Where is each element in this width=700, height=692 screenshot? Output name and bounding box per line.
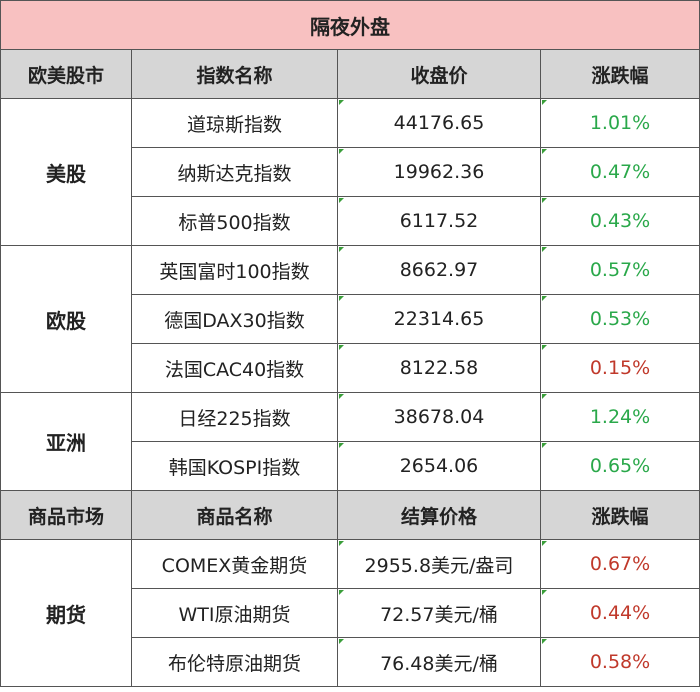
table-row: 纳斯达克指数 19962.36 0.47% [1, 147, 700, 197]
header-commodity-change: 涨跌幅 [540, 490, 700, 540]
header-index-name: 指数名称 [131, 49, 338, 99]
settlement-price: 2955.8美元/盎司 [337, 539, 541, 589]
change-value: 0.65% [540, 441, 700, 491]
index-name: 日经225指数 [131, 392, 338, 442]
index-header-row: 欧美股市 指数名称 收盘价 涨跌幅 [0, 49, 700, 99]
table-row: 韩国KOSPI指数 2654.06 0.65% [1, 441, 700, 491]
table-row: 亚洲 日经225指数 38678.04 1.24% [0, 392, 700, 491]
group-label-asia: 亚洲 [0, 392, 132, 491]
index-name: 韩国KOSPI指数 [131, 441, 338, 491]
index-name: 道琼斯指数 [131, 98, 338, 148]
close-price: 8122.58 [337, 343, 541, 393]
group-label-us: 美股 [0, 98, 132, 246]
commodity-header-row: 商品市场 商品名称 结算价格 涨跌幅 [0, 490, 700, 540]
table-row: 布伦特原油期货 76.48美元/桶 0.58% [1, 637, 700, 687]
table-row: 美股 道琼斯指数 44176.65 1.01% [0, 98, 700, 246]
close-price: 38678.04 [337, 392, 541, 442]
close-price: 19962.36 [337, 147, 541, 197]
commodity-name: 布伦特原油期货 [131, 637, 338, 687]
change-value: 0.44% [540, 588, 700, 638]
commodity-name: COMEX黄金期货 [131, 539, 338, 589]
table-row: WTI原油期货 72.57美元/桶 0.44% [1, 588, 700, 638]
change-value: 0.53% [540, 294, 700, 344]
change-value: 1.01% [540, 98, 700, 148]
change-value: 0.58% [540, 637, 700, 687]
index-name: 纳斯达克指数 [131, 147, 338, 197]
close-price: 22314.65 [337, 294, 541, 344]
table-row: 法国CAC40指数 8122.58 0.15% [1, 343, 700, 393]
header-commodity-name: 商品名称 [131, 490, 338, 540]
header-close-price: 收盘价 [337, 49, 541, 99]
change-value: 0.43% [540, 196, 700, 246]
title-row: 隔夜外盘 [0, 0, 700, 50]
change-value: 0.67% [540, 539, 700, 589]
header-settlement-price: 结算价格 [337, 490, 541, 540]
commodity-name: WTI原油期货 [131, 588, 338, 638]
table-title: 隔夜外盘 [0, 0, 700, 50]
table-row: 欧股 英国富时100指数 8662.97 0.57% [0, 245, 700, 393]
index-name: 法国CAC40指数 [131, 343, 338, 393]
close-price: 2654.06 [337, 441, 541, 491]
header-commodity-market: 商品市场 [0, 490, 132, 540]
settlement-price: 76.48美元/桶 [337, 637, 541, 687]
index-name: 标普500指数 [131, 196, 338, 246]
change-value: 0.47% [540, 147, 700, 197]
close-price: 6117.52 [337, 196, 541, 246]
close-price: 44176.65 [337, 98, 541, 148]
change-value: 0.57% [540, 245, 700, 295]
settlement-price: 72.57美元/桶 [337, 588, 541, 638]
close-price: 8662.97 [337, 245, 541, 295]
table-row: 标普500指数 6117.52 0.43% [1, 196, 700, 246]
header-change: 涨跌幅 [540, 49, 700, 99]
group-label-futures: 期货 [0, 539, 132, 687]
change-value: 1.24% [540, 392, 700, 442]
group-label-europe: 欧股 [0, 245, 132, 393]
change-value: 0.15% [540, 343, 700, 393]
index-name: 英国富时100指数 [131, 245, 338, 295]
table-row: 期货 COMEX黄金期货 2955.8美元/盎司 0.67% [0, 539, 700, 687]
index-name: 德国DAX30指数 [131, 294, 338, 344]
header-market: 欧美股市 [0, 49, 132, 99]
